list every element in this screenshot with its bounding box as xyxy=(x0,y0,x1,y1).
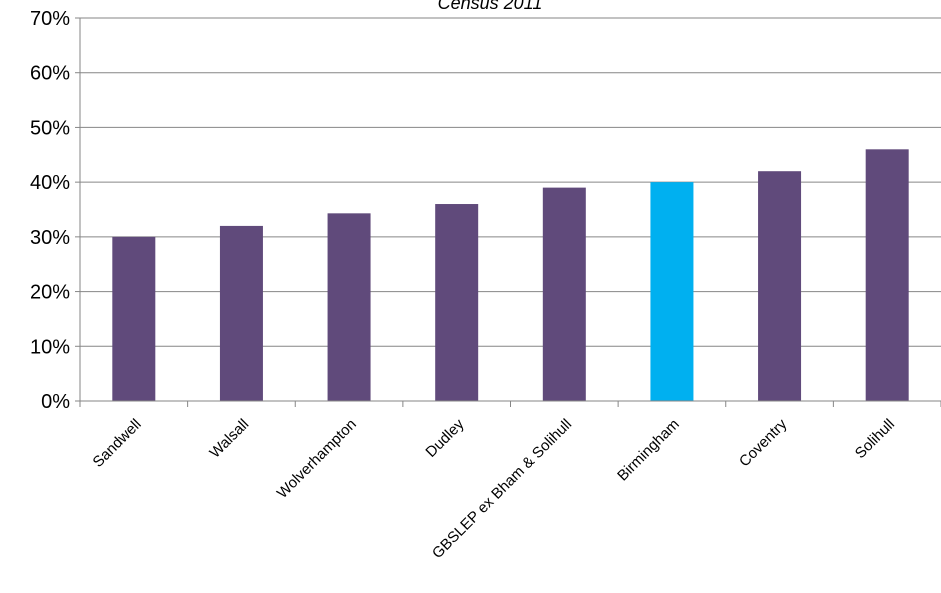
y-tick-label: 20% xyxy=(30,282,70,304)
y-tick-label: 0% xyxy=(41,391,70,413)
x-tick-marks xyxy=(79,401,941,407)
category-label: Solihull xyxy=(852,416,898,462)
category-label: Dudley xyxy=(422,415,467,460)
bar-dudley xyxy=(435,204,479,401)
category-label: Birmingham xyxy=(614,416,683,485)
y-tick-label: 70% xyxy=(30,8,70,30)
bar-birmingham xyxy=(650,182,694,401)
chart-title: Census 2011 xyxy=(438,0,543,13)
category-labels: Sandwell Walsall Wolverhampton DudleyGBSLEP… xyxy=(90,415,898,562)
y-tick-label: 50% xyxy=(30,117,70,139)
bar-walsall xyxy=(219,225,263,401)
bar-coventry xyxy=(758,171,802,401)
category-label: Sandwell xyxy=(90,416,145,471)
category-label: Wolverhampton xyxy=(274,416,360,502)
bar-gbslep-ex-bham-solihull xyxy=(542,187,586,401)
y-tick-label: 40% xyxy=(30,172,70,194)
category-label: Coventry xyxy=(736,415,791,470)
bar-sandwell xyxy=(112,236,156,401)
axes xyxy=(79,18,941,402)
bar-wolverhampton xyxy=(327,213,371,401)
y-tick-label: 60% xyxy=(30,63,70,85)
y-tick-label: 10% xyxy=(30,336,70,358)
bar-solihull xyxy=(865,149,909,401)
bars xyxy=(112,149,909,401)
y-tick-labels: 0% 10% 20% 30% 40% 50% 60% 70% xyxy=(30,8,70,413)
gridlines xyxy=(75,17,941,402)
y-tick-label: 30% xyxy=(30,227,70,249)
category-label: Walsall xyxy=(206,416,252,462)
